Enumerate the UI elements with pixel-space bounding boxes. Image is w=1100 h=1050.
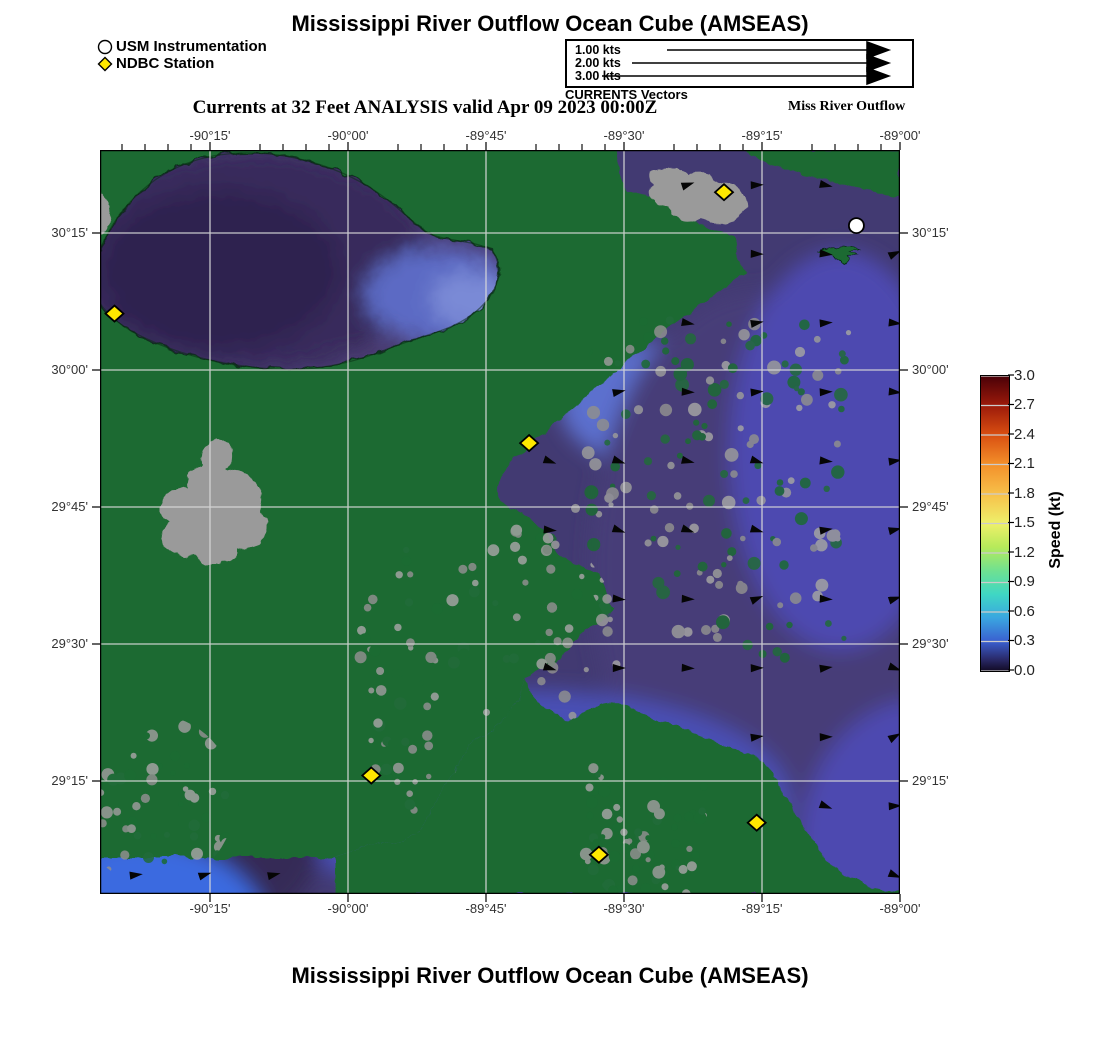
svg-text:0.3: 0.3 <box>1014 632 1035 649</box>
svg-text:-89°30': -89°30' <box>604 901 645 916</box>
svg-text:29°15': 29°15' <box>51 773 88 788</box>
svg-text:3.0: 3.0 <box>1014 367 1035 384</box>
svg-text:30°15': 30°15' <box>51 225 88 240</box>
svg-text:-89°15': -89°15' <box>742 128 783 143</box>
svg-text:29°30': 29°30' <box>51 636 88 651</box>
svg-text:1.2: 1.2 <box>1014 544 1035 561</box>
svg-text:1.8: 1.8 <box>1014 485 1035 502</box>
svg-text:30°15': 30°15' <box>912 225 949 240</box>
svg-text:2.7: 2.7 <box>1014 396 1035 413</box>
svg-text:-90°00': -90°00' <box>328 901 369 916</box>
svg-text:2.1: 2.1 <box>1014 455 1035 472</box>
svg-text:0.9: 0.9 <box>1014 573 1035 590</box>
svg-text:2.4: 2.4 <box>1014 426 1035 443</box>
svg-text:0.0: 0.0 <box>1014 662 1035 679</box>
svg-text:2.00 kts: 2.00 kts <box>575 56 621 70</box>
svg-text:-89°45': -89°45' <box>466 128 507 143</box>
svg-text:-89°45': -89°45' <box>466 901 507 916</box>
svg-text:0.6: 0.6 <box>1014 603 1035 620</box>
svg-text:-90°00': -90°00' <box>328 128 369 143</box>
svg-text:-90°15': -90°15' <box>190 128 231 143</box>
svg-text:29°45': 29°45' <box>51 499 88 514</box>
svg-text:29°15': 29°15' <box>912 773 949 788</box>
svg-text:-89°00': -89°00' <box>880 901 921 916</box>
svg-text:-89°15': -89°15' <box>742 901 783 916</box>
svg-text:29°45': 29°45' <box>912 499 949 514</box>
svg-text:Speed (kt): Speed (kt) <box>1047 491 1064 568</box>
svg-text:-90°15': -90°15' <box>190 901 231 916</box>
svg-text:30°00': 30°00' <box>51 362 88 377</box>
svg-text:-89°00': -89°00' <box>880 128 921 143</box>
svg-text:30°00': 30°00' <box>912 362 949 377</box>
svg-text:1.5: 1.5 <box>1014 514 1035 531</box>
svg-text:1.00 kts: 1.00 kts <box>575 43 621 57</box>
svg-text:29°30': 29°30' <box>912 636 949 651</box>
svg-text:-89°30': -89°30' <box>604 128 645 143</box>
